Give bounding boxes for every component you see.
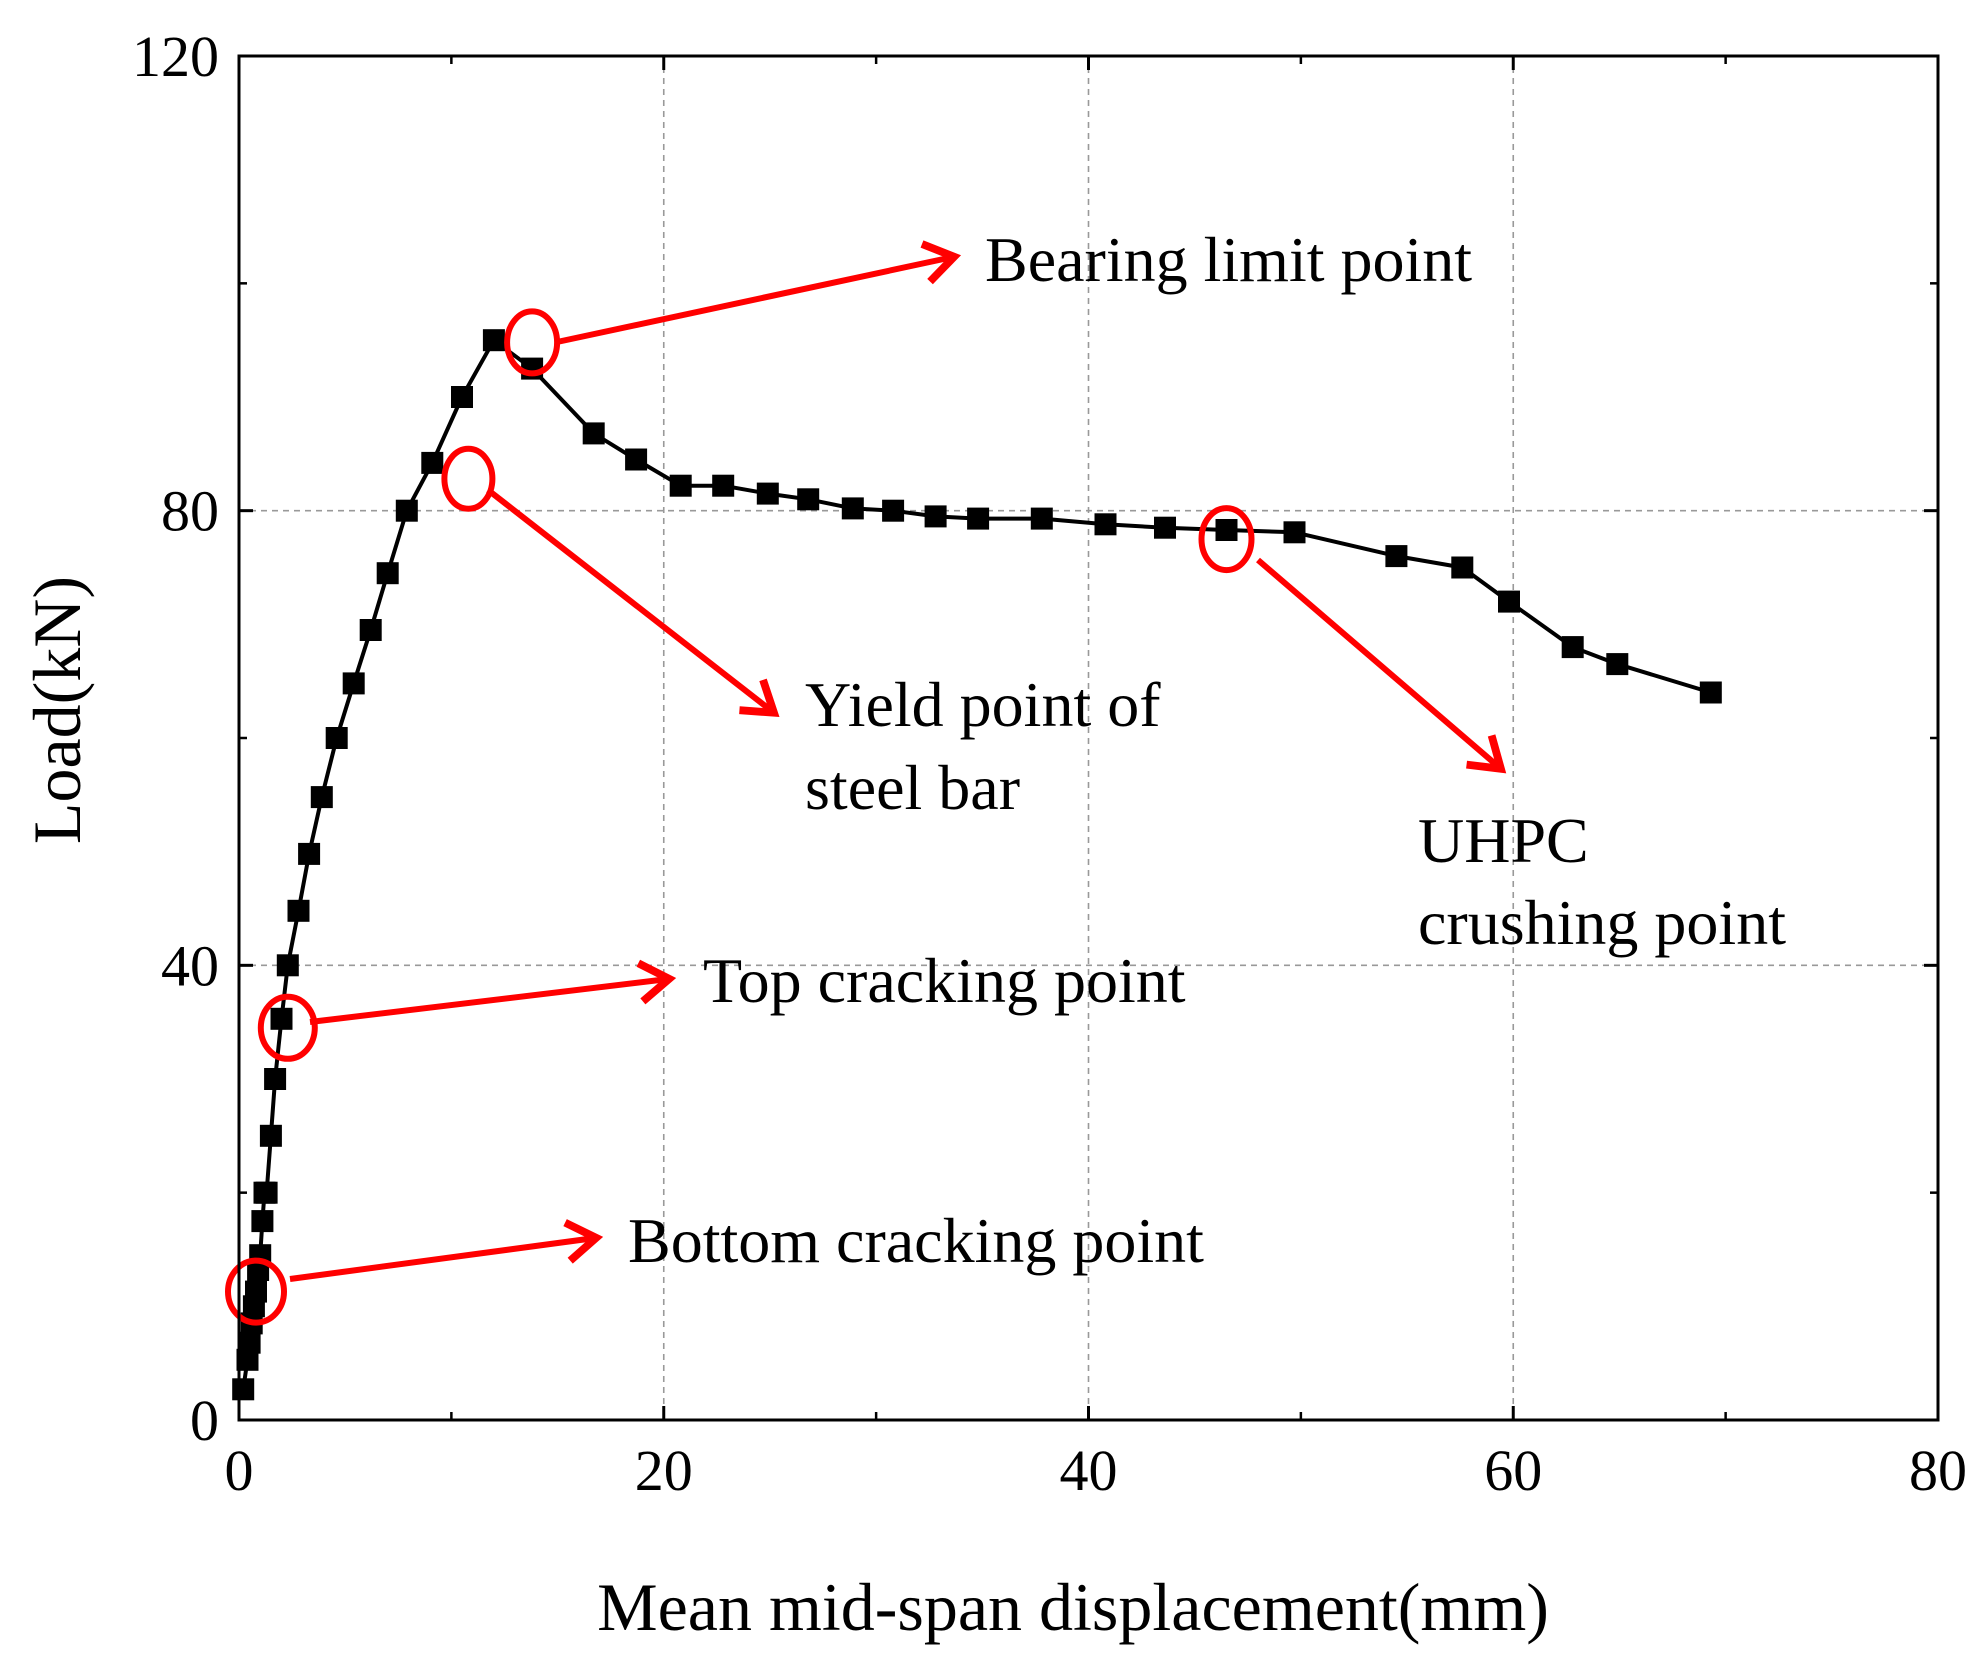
data-point-marker <box>967 507 990 530</box>
data-point-marker <box>756 482 779 505</box>
x-tick-label: 20 <box>635 1438 693 1503</box>
data-point-marker <box>259 1124 282 1147</box>
x-tick-label: 80 <box>1909 1438 1967 1503</box>
data-point-marker <box>1699 681 1722 704</box>
data-point-marker <box>582 422 605 445</box>
data-point-marker <box>359 619 382 641</box>
series-layer <box>232 329 1722 1401</box>
data-point-marker <box>298 842 321 865</box>
grid <box>239 56 1938 1420</box>
data-point-marker <box>1154 516 1176 539</box>
data-point-marker <box>251 1210 274 1233</box>
top-cracking-point-circle <box>257 993 318 1062</box>
data-point-marker <box>276 954 299 977</box>
y-tick-label: 80 <box>161 479 219 544</box>
data-point-marker <box>255 1181 278 1204</box>
data-point-marker <box>1561 636 1584 659</box>
data-point-marker <box>342 672 365 695</box>
data-point-marker <box>264 1068 287 1090</box>
top-cracking-point-arrow <box>309 959 677 1025</box>
y-tick-label: 40 <box>161 933 219 998</box>
top-cracking-point-label: Top cracking point <box>703 945 1186 1016</box>
data-point-marker <box>232 1378 255 1401</box>
bottom-cracking-point-label-line: Bottom cracking point <box>628 1205 1204 1276</box>
data-point-marker <box>238 1331 261 1354</box>
yield-point-of-steel-bar-circle <box>441 445 496 512</box>
yield-point-of-steel-bar-label: Yield point of steel bar <box>805 669 1161 823</box>
data-point-marker <box>797 488 820 511</box>
uhpc-crushing-point-label-line: UHPC <box>1418 805 1589 876</box>
uhpc-crushing-point-label: UHPC crushing point <box>1418 805 1786 958</box>
y-axis-title: Load(kN) <box>19 576 95 844</box>
x-tick-label: 40 <box>1060 1438 1118 1503</box>
data-point-marker <box>310 786 333 809</box>
data-point-marker <box>1606 653 1629 676</box>
data-point-marker <box>882 499 905 522</box>
yield-point-of-steel-bar-arrow <box>486 487 780 718</box>
data-point-marker <box>1094 513 1117 536</box>
data-point-marker <box>1498 590 1520 613</box>
data-point-marker <box>1215 519 1238 541</box>
data-point-marker <box>669 474 692 497</box>
yield-point-of-steel-bar-label-line: steel bar <box>805 752 1020 823</box>
data-point-marker <box>376 562 399 585</box>
data-point-marker <box>841 497 864 520</box>
data-point-marker <box>395 499 418 522</box>
uhpc-crushing-point-label-line: crushing point <box>1418 887 1786 958</box>
x-axis-title: Mean mid-span displacement(mm) <box>597 1569 1549 1645</box>
data-point-marker <box>1283 521 1306 544</box>
bottom-cracking-point-label: Bottom cracking point <box>628 1205 1204 1276</box>
data-point-marker <box>287 899 310 922</box>
x-tick-label: 60 <box>1484 1438 1542 1503</box>
data-point-marker <box>712 474 735 497</box>
bearing-limit-point-arrow <box>556 240 962 345</box>
data-point-marker <box>245 1280 267 1303</box>
bottom-cracking-point-arrow <box>289 1219 604 1282</box>
data-point-marker <box>1385 545 1408 568</box>
data-point-marker <box>1030 507 1053 530</box>
data-point-marker <box>924 505 947 528</box>
tick-labels: 0 20 40 60 80 0 40 80 120 <box>132 24 1967 1503</box>
data-point-marker <box>482 329 505 352</box>
bearing-limit-point-label: Bearing limit point <box>985 224 1472 295</box>
uhpc-crushing-point-circle <box>1198 505 1255 574</box>
x-tick-label: 0 <box>225 1438 254 1503</box>
uhpc-crushing-point-arrow <box>1256 557 1507 774</box>
yield-point-of-steel-bar-label-line: Yield point of <box>805 669 1161 740</box>
plot-frame <box>237 54 1940 1422</box>
bottom-cracking-point-circle <box>225 1257 287 1326</box>
data-point-marker <box>625 448 648 471</box>
data-point-marker <box>270 1007 293 1030</box>
data-point-marker <box>451 386 473 408</box>
annotations-layer: Bearing limit point Yield point of steel b… <box>225 224 1786 1326</box>
data-point-marker <box>236 1348 259 1371</box>
bearing-limit-point-label-line: Bearing limit point <box>985 224 1472 295</box>
y-tick-label: 0 <box>190 1388 219 1453</box>
y-tick-label: 120 <box>132 24 219 89</box>
data-point-marker <box>421 451 444 474</box>
data-point-marker <box>325 727 348 749</box>
top-cracking-point-label-line: Top cracking point <box>703 945 1186 1016</box>
data-point-marker <box>1451 556 1474 579</box>
